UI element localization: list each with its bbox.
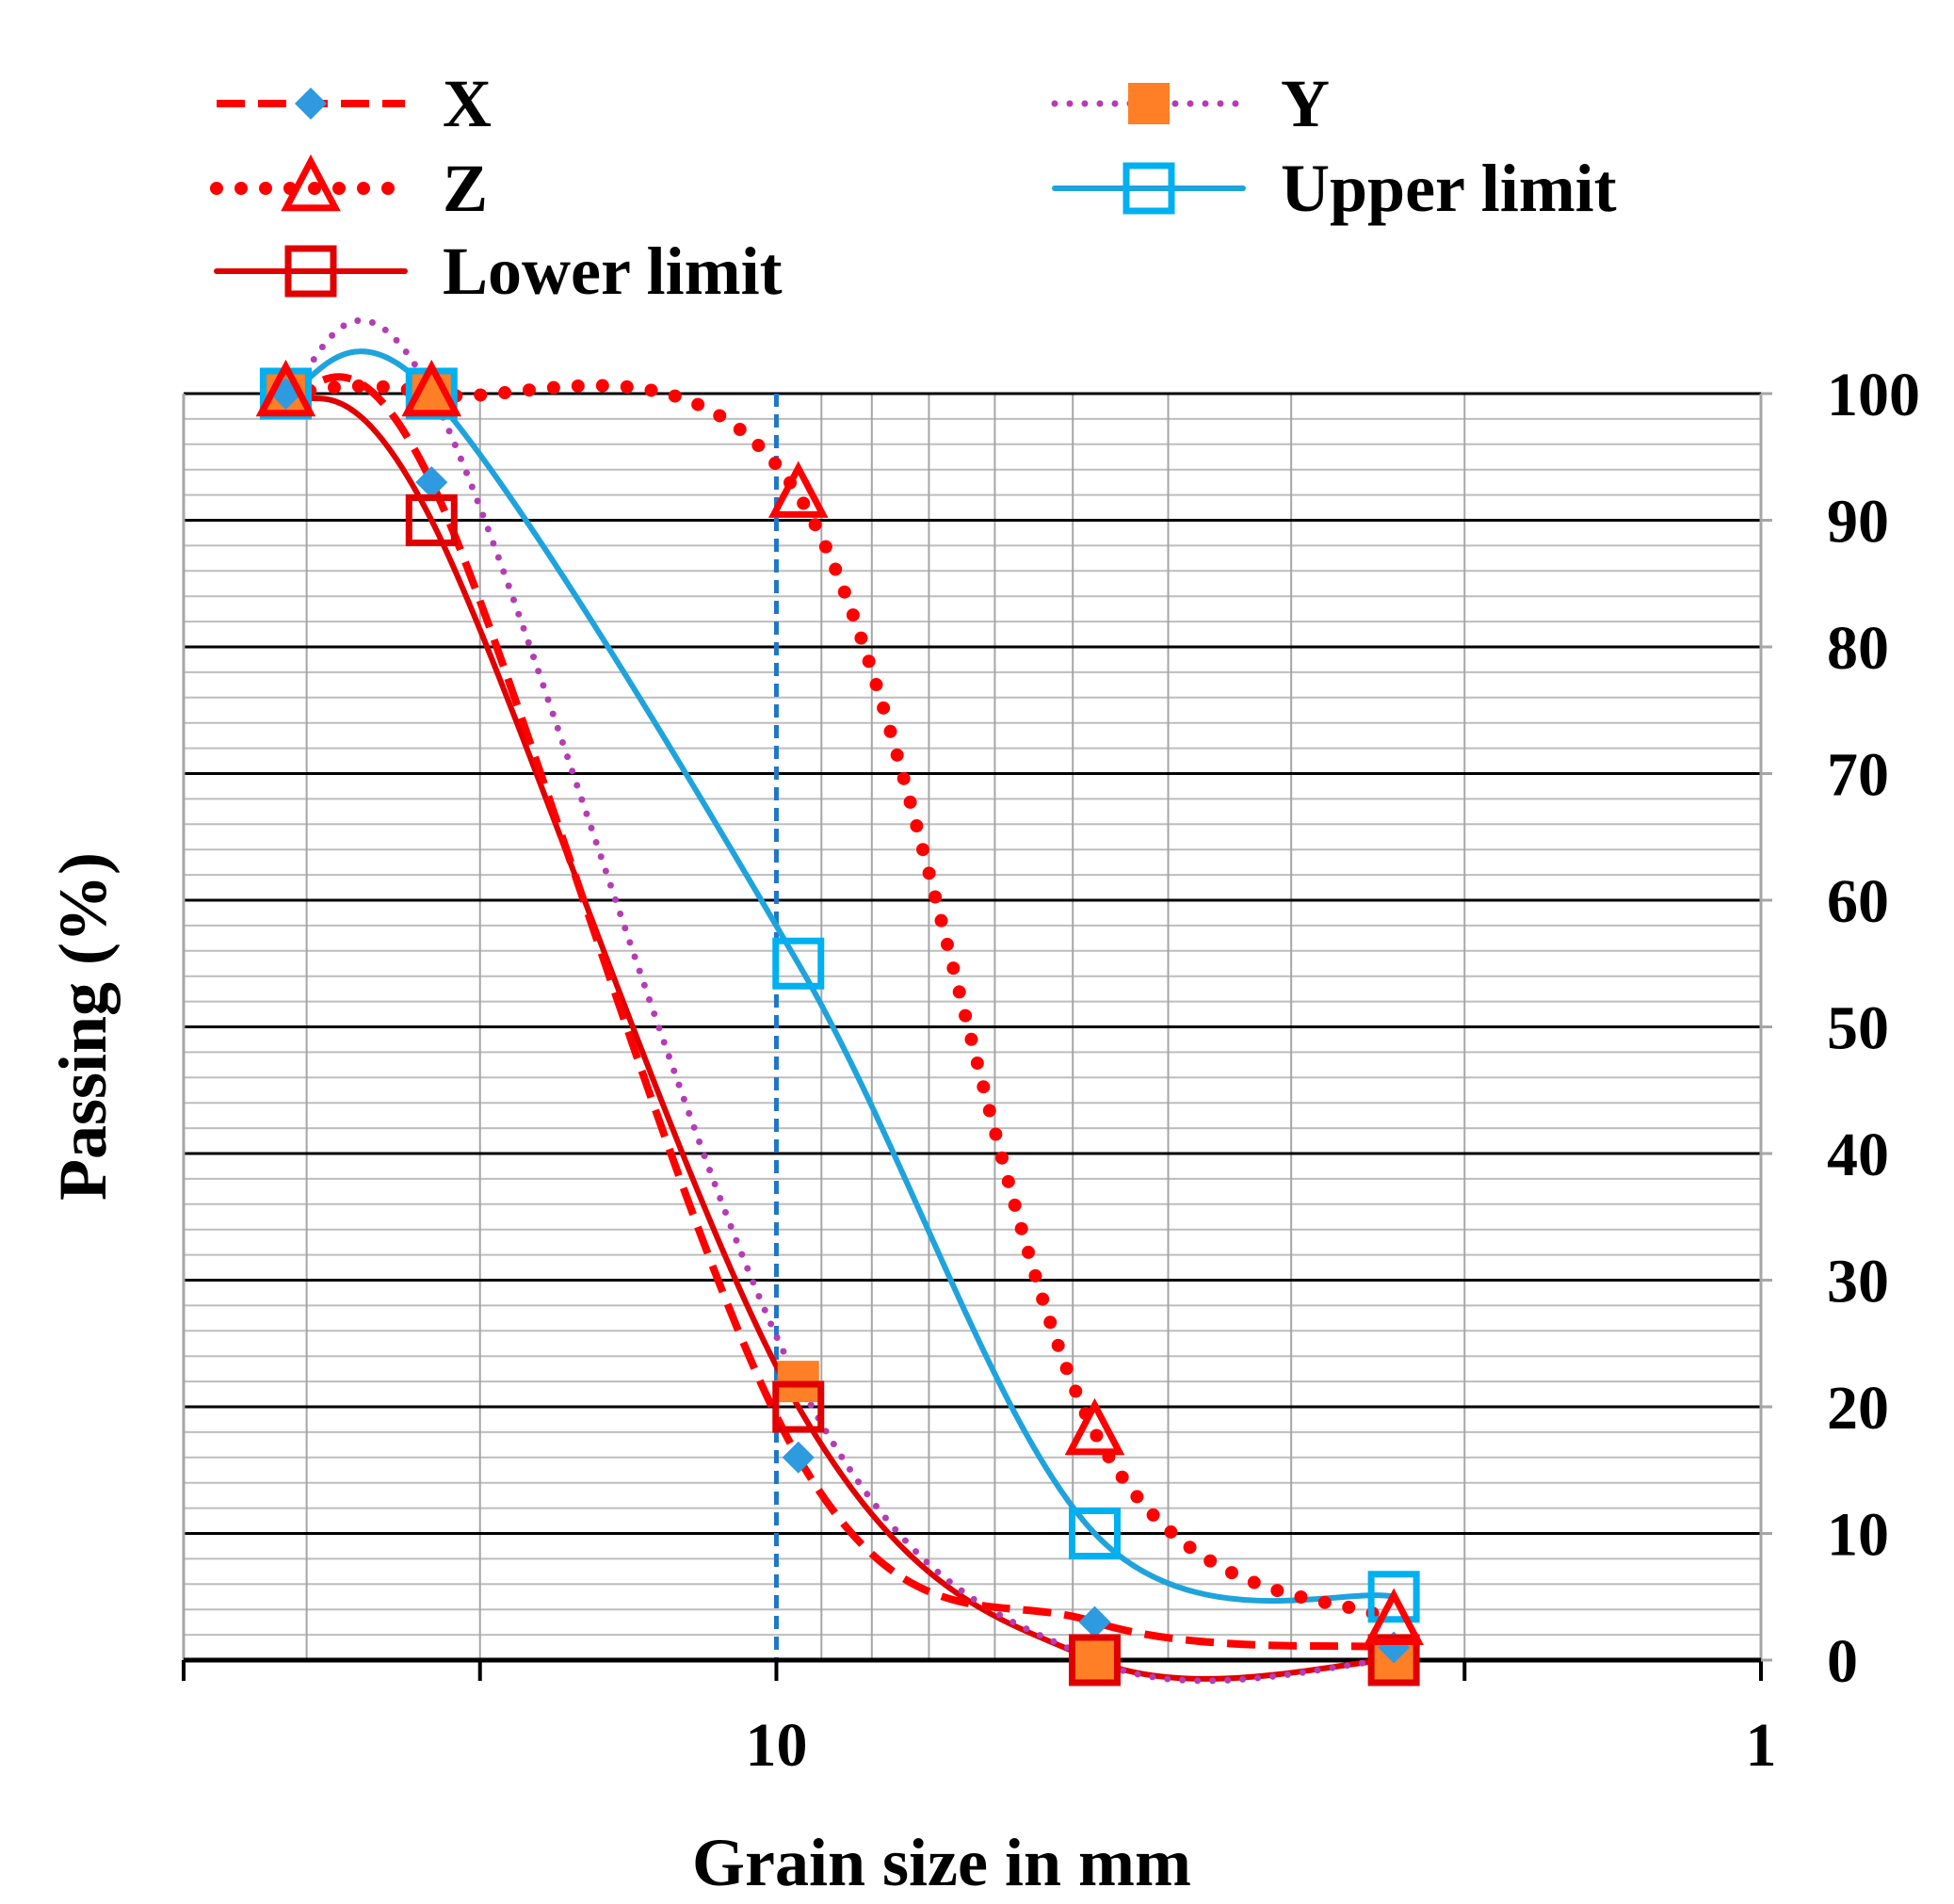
legend-label: Lower limit [443,234,783,309]
y-tick-label: 100 [1827,361,1920,429]
y-tick-label: 60 [1827,867,1889,936]
data-point [255,359,316,417]
legend-marker [284,245,337,298]
data-point [767,460,829,518]
data-point [1367,1634,1420,1686]
data-point [1364,1588,1424,1645]
legend-item-z: Z [210,151,488,226]
grid [184,392,1761,1660]
data-point [415,466,448,499]
data-point [1064,1397,1125,1456]
axes: 0 10 20 30 40 50 60 70 80 90 100 10 1 [182,361,1920,1780]
y-tick-label: 80 [1827,614,1889,683]
legend-label: Y [1281,66,1330,141]
y-axis-title: Passing (%) [45,852,121,1201]
data-point [401,359,462,417]
legend-marker [295,88,327,120]
x-tick-label: 1 [1746,1711,1777,1780]
x-axis-title: Grain size in mm [692,1825,1191,1900]
y-tick-label: 10 [1827,1501,1889,1570]
series-markers-z [255,359,1424,1645]
y-tick-label: 20 [1827,1374,1889,1443]
legend-item-y: Y [1051,66,1330,141]
legend-marker [1128,83,1170,124]
data-point [1068,1508,1121,1559]
data-point [1078,1605,1111,1638]
y-tick-label: 40 [1827,1121,1889,1189]
legend-label: X [443,66,492,141]
y-tick-label: 90 [1827,488,1889,557]
series-lines [255,316,1424,1686]
y-tick-label: 70 [1827,741,1889,810]
data-point [1068,1634,1121,1686]
legend-item-upper-limit: Upper limit [1052,151,1617,226]
data-point [782,1441,815,1474]
legend-marker [281,153,341,212]
y-tick-label: 30 [1827,1248,1889,1316]
legend-label: Z [443,151,488,226]
data-point [1074,1639,1116,1681]
series-markers-x [269,378,1411,1664]
data-point [772,937,825,990]
legend-item-lower-limit: Lower limit [214,234,783,309]
data-point [1367,1571,1420,1623]
legend-label: Upper limit [1281,151,1617,226]
y-tick-label: 0 [1827,1627,1858,1696]
series-line-x [283,373,1395,1652]
y-tick-label: 50 [1827,994,1889,1063]
legend: X Y Z Upper limit Lower limit [210,66,1617,309]
legend-marker [1122,162,1175,215]
data-point [772,1380,825,1433]
series-line-y [282,316,1397,1685]
data-point [405,494,458,546]
x-tick-label: 10 [745,1711,807,1780]
legend-item-x: X [217,66,492,141]
